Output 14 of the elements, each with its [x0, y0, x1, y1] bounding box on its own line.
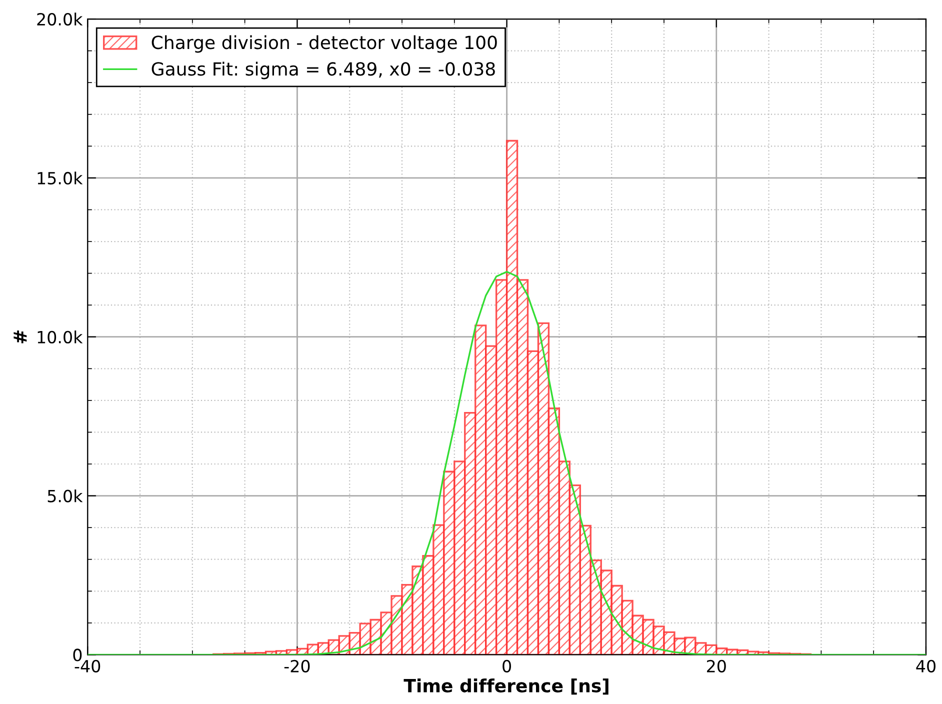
x-tick-label: 20 — [707, 660, 726, 672]
legend-label: Charge division - detector voltage 100 — [152, 35, 497, 53]
x-tick-label: -40 — [74, 660, 100, 672]
y-tick-label: 15.0k — [38, 172, 83, 185]
x-tick-label: -20 — [284, 660, 310, 672]
y-tick-label: 0 — [73, 648, 82, 662]
y-tick-label: 20.0k — [37, 12, 83, 26]
x-tick-label: 0 — [502, 660, 511, 672]
y-tick-label: 10.0k — [38, 330, 83, 344]
y-axis-title: # — [14, 330, 27, 344]
x-axis-title: Time difference [ns] — [404, 678, 608, 695]
x-tick-label: 40 — [916, 660, 936, 672]
y-tick-label: 5.0k — [48, 489, 83, 502]
legend-label: Gauss Fit: sigma = 6.489, x0 = -0.038 — [152, 62, 495, 80]
